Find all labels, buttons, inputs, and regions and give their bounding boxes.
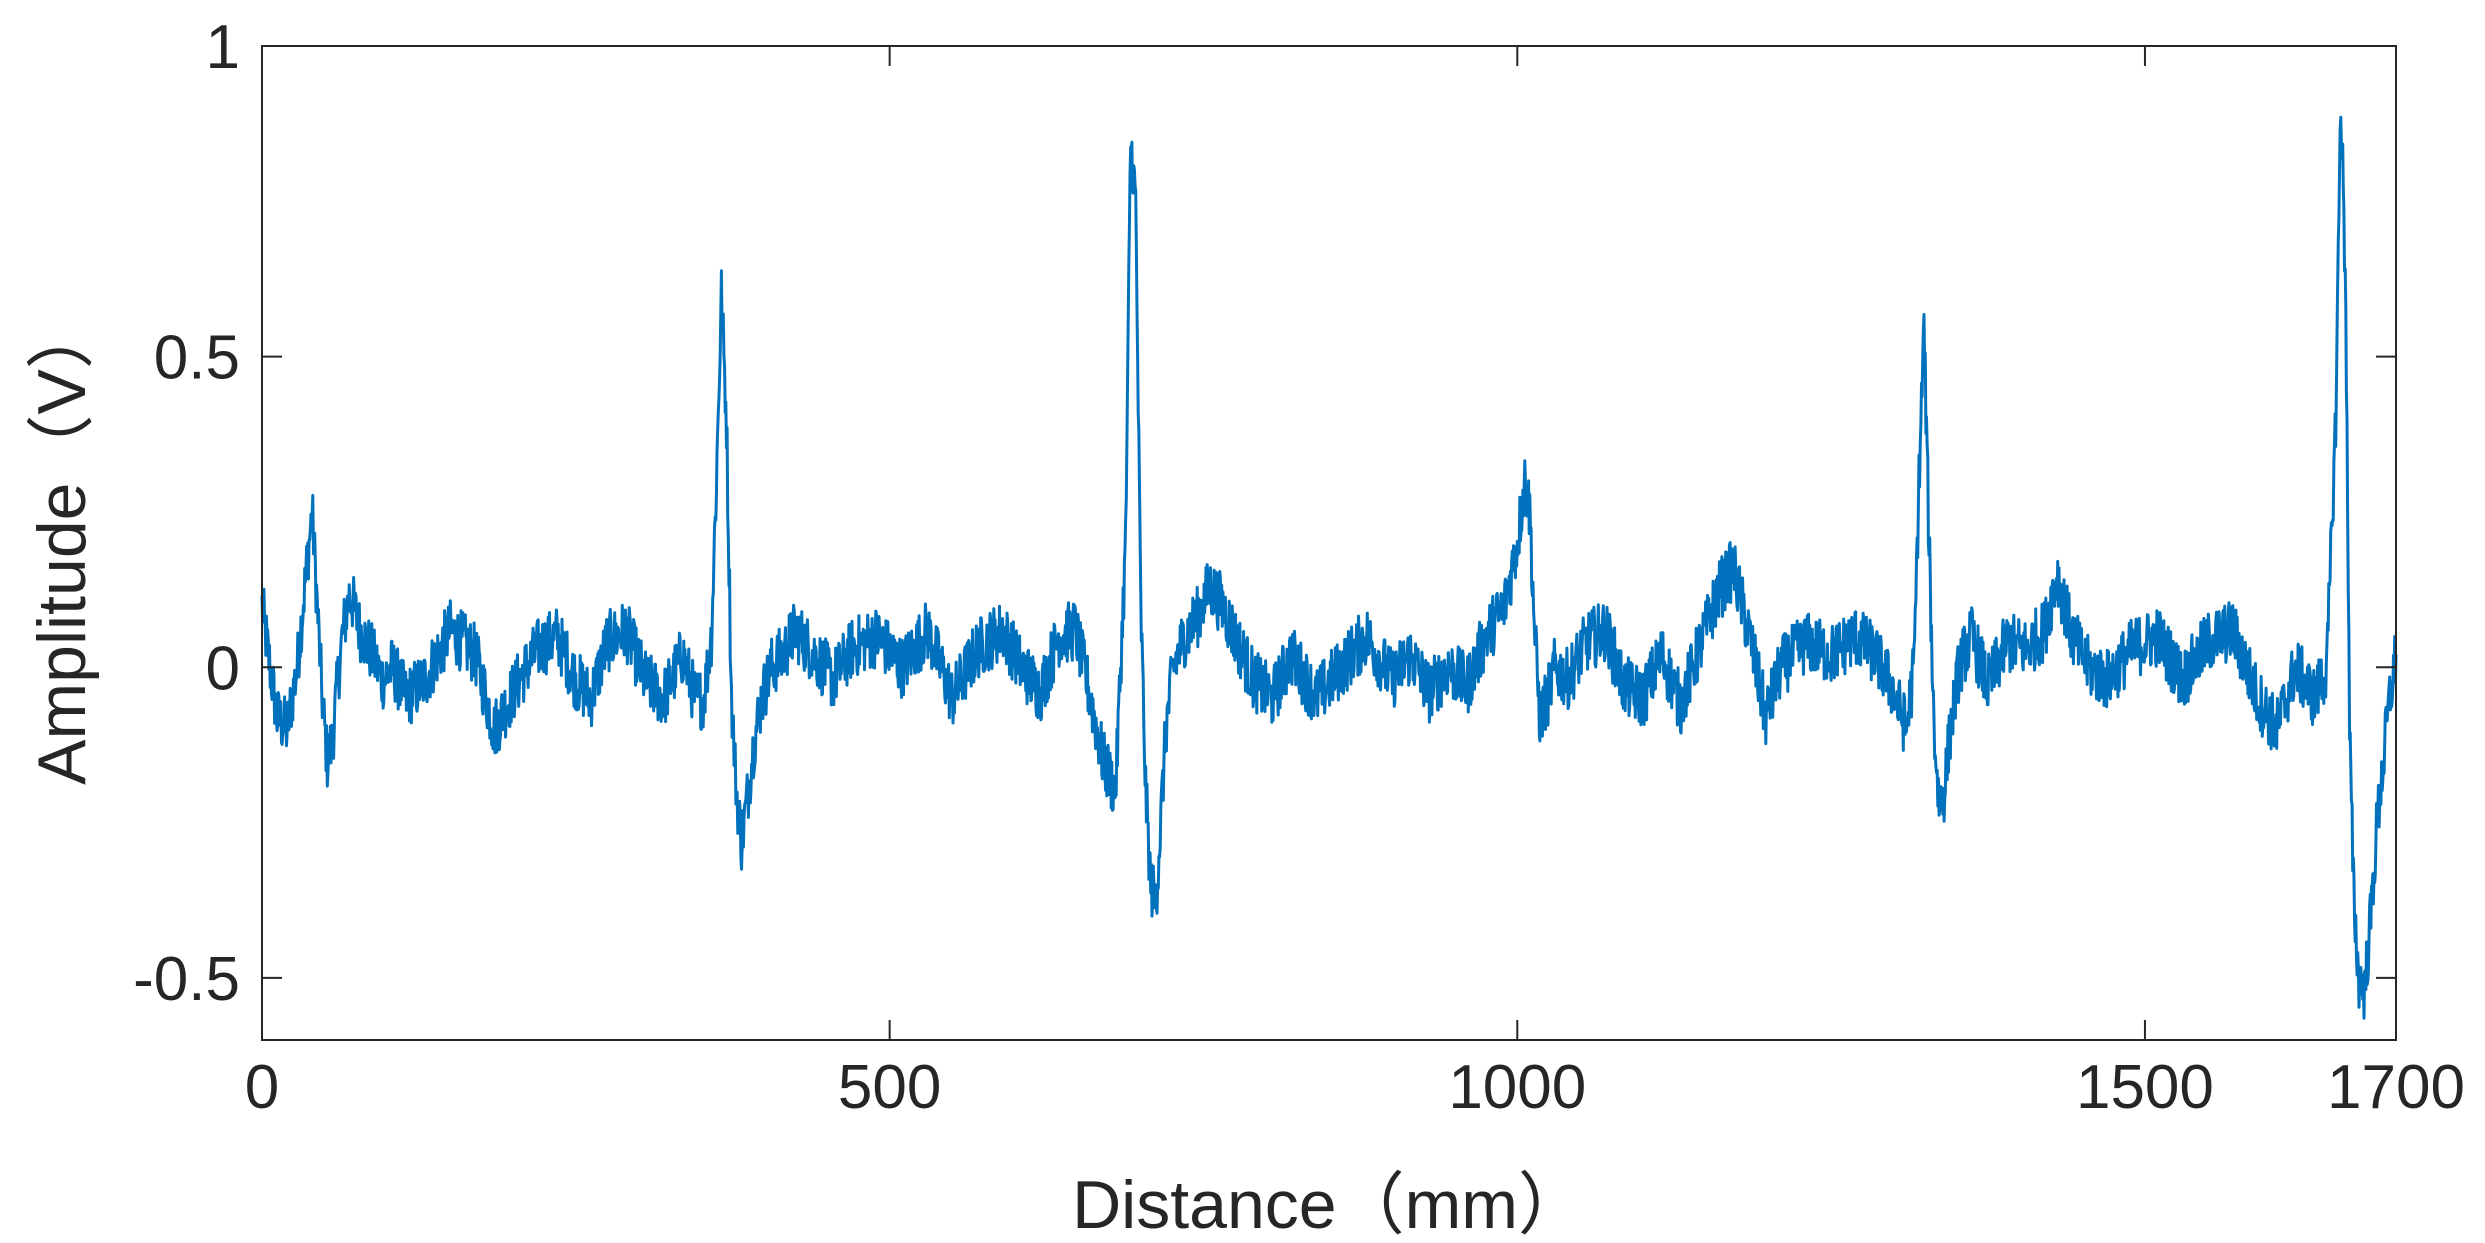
y-tick-label: 1 <box>206 13 240 82</box>
x-tick-label: 1500 <box>2076 1053 2214 1122</box>
y-tick-label: 0 <box>206 634 240 703</box>
x-tick-label: 500 <box>838 1053 941 1122</box>
y-axis-title: Amplitude（V） <box>24 301 100 785</box>
axis-ticks: 0 500 1000 1500 1700-0.500.51 <box>133 13 2465 1122</box>
plot-area-frame <box>261 45 2397 1041</box>
plot-area-background <box>262 46 2396 1040</box>
y-tick-label: -0.5 <box>133 945 240 1014</box>
y-tick-label: 0.5 <box>154 324 240 393</box>
x-tick-label: 1700 <box>2327 1053 2465 1122</box>
x-tick-label: 0 <box>245 1053 279 1122</box>
x-tick-label: 1000 <box>1448 1053 1586 1122</box>
x-axis-title: Distance（mm） <box>1072 1167 1586 1243</box>
signal-series-line <box>260 115 2398 1020</box>
